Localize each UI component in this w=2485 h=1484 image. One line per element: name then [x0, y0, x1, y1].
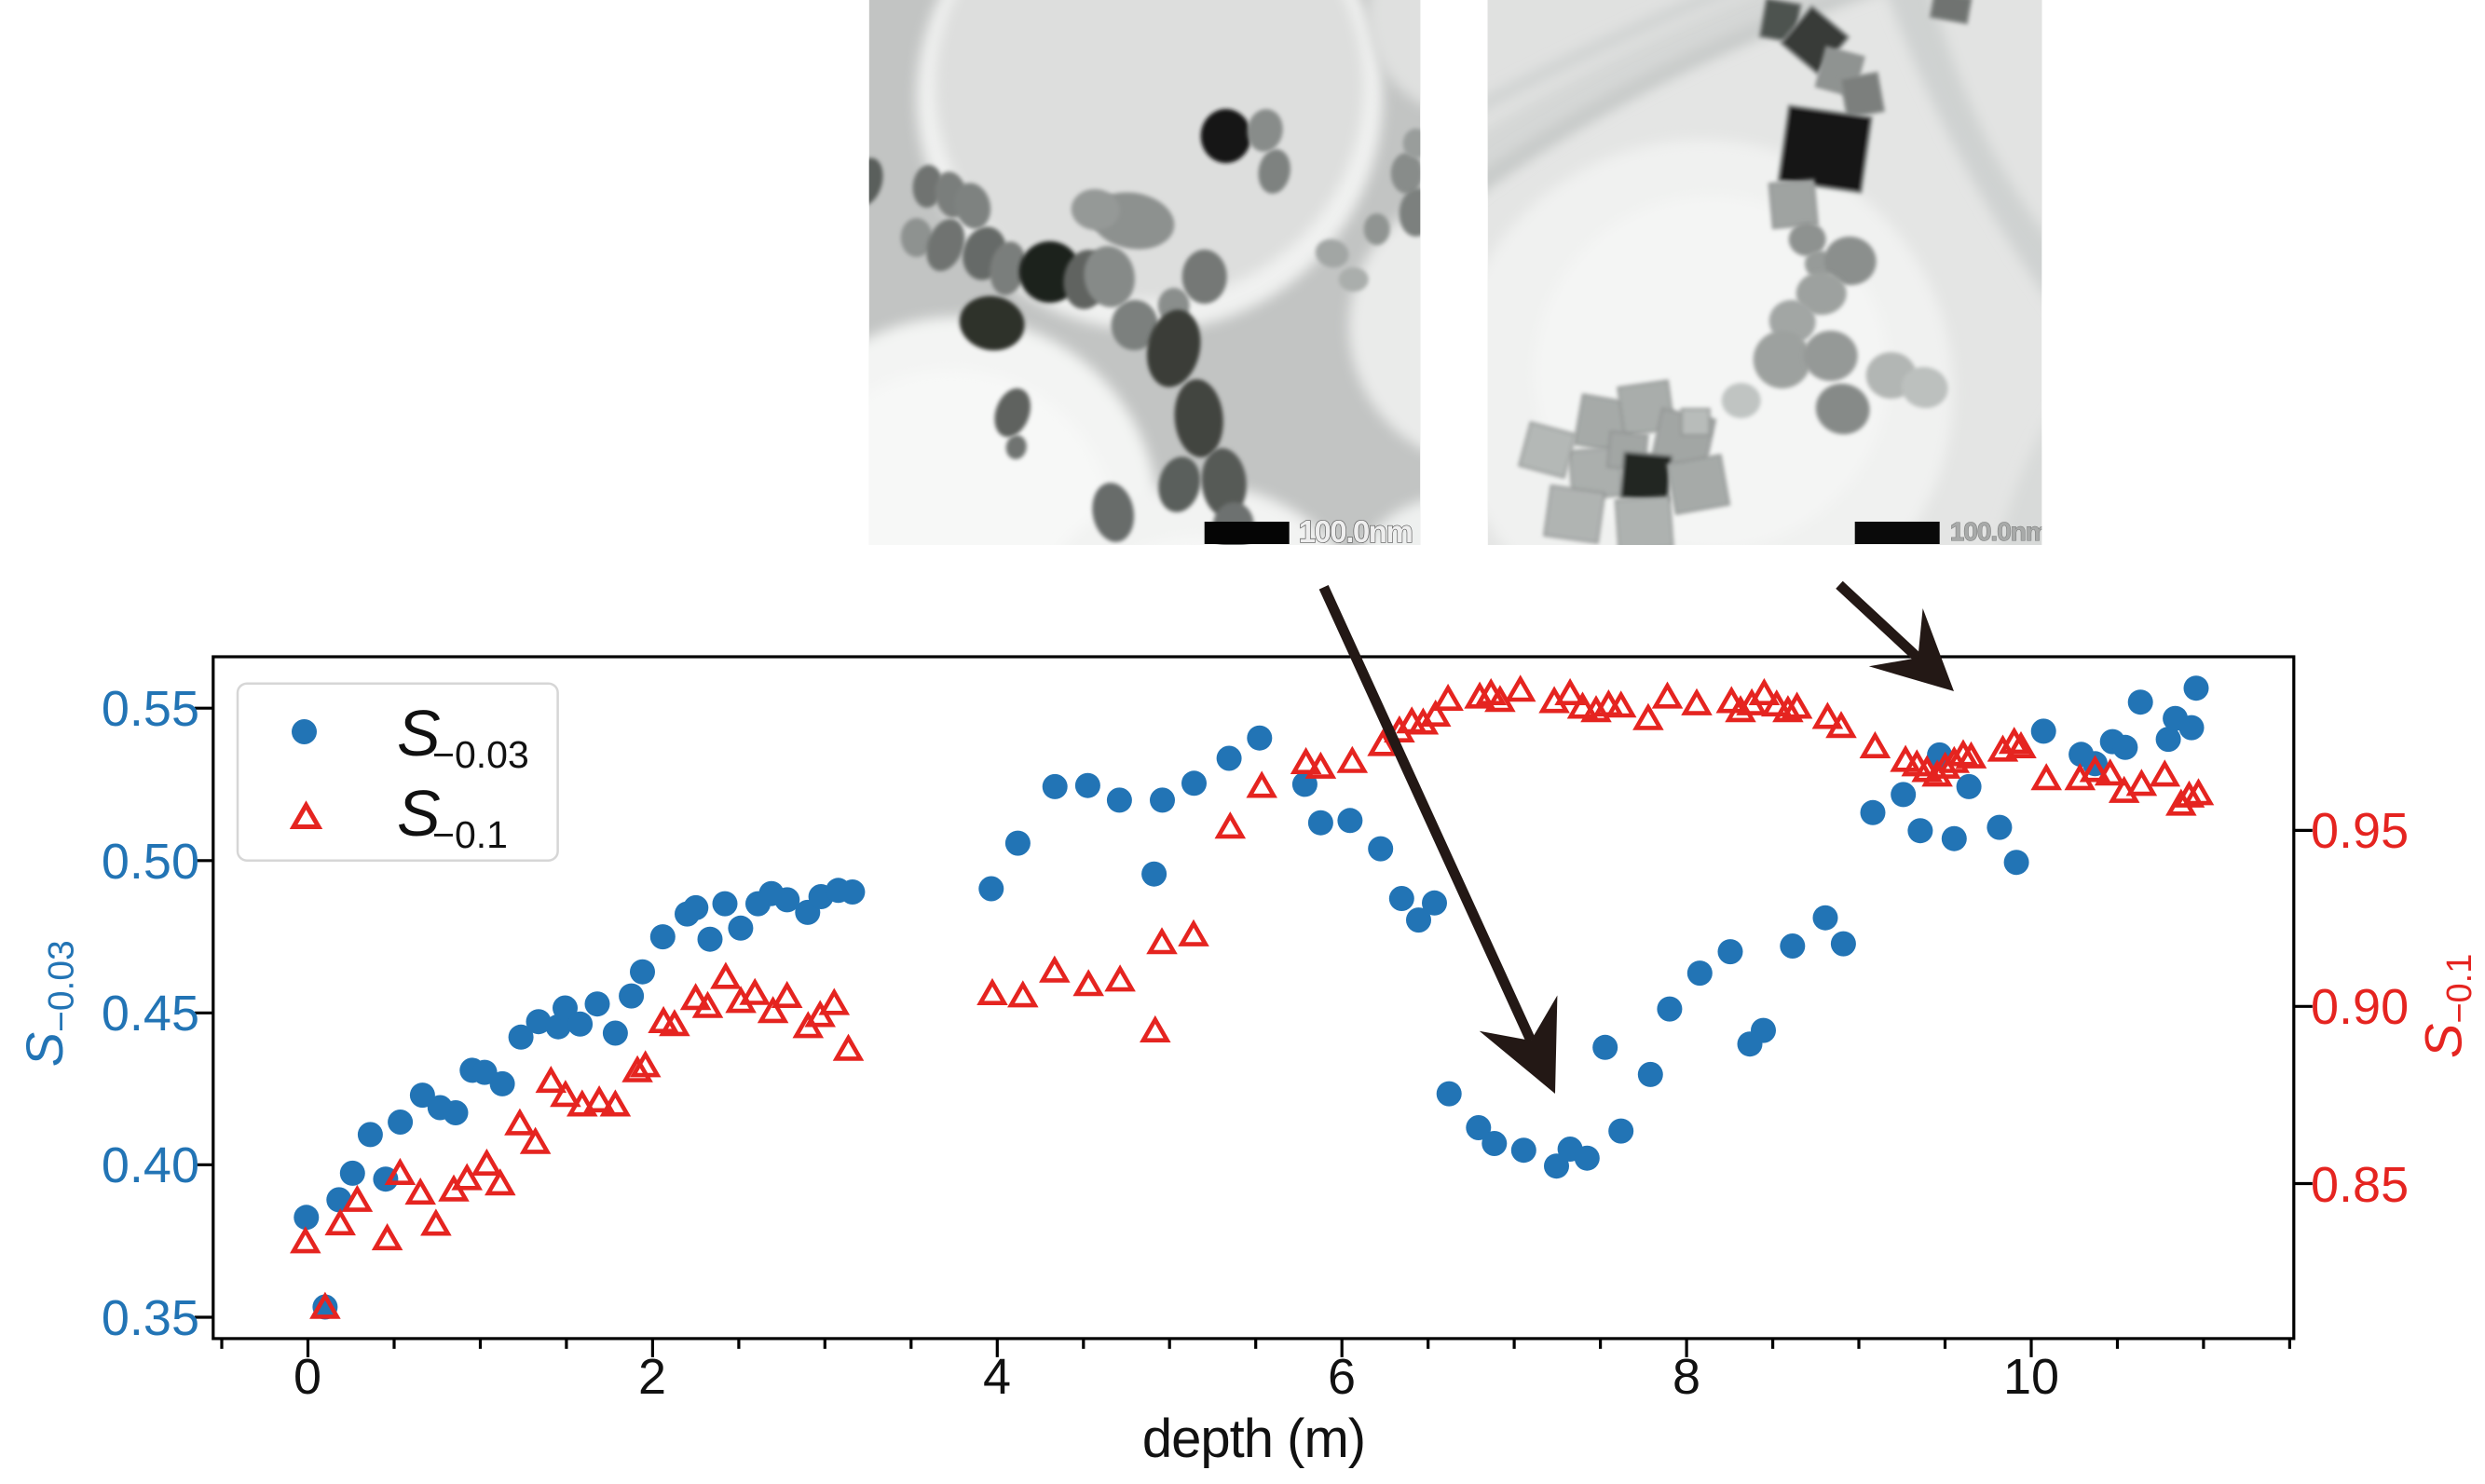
svg-text:0: 0	[294, 1349, 321, 1405]
svg-text:8: 8	[1673, 1349, 1700, 1405]
svg-text:0.35: 0.35	[102, 1290, 199, 1346]
svg-text:100.0nm: 100.0nm	[1299, 514, 1413, 549]
svg-text:0.50: 0.50	[102, 834, 199, 890]
svg-text:10: 10	[2003, 1349, 2059, 1405]
svg-text:4: 4	[983, 1349, 1011, 1405]
svg-text:100.0nm: 100.0nm	[1950, 517, 2048, 546]
svg-text:S: S	[397, 697, 441, 769]
svg-text:0.85: 0.85	[2311, 1157, 2409, 1213]
svg-text:S: S	[397, 777, 441, 850]
svg-text:−0.03: −0.03	[432, 733, 529, 776]
svg-text:−0.1: −0.1	[432, 813, 508, 856]
svg-text:0.55: 0.55	[102, 681, 199, 737]
svg-text:0.45: 0.45	[102, 986, 199, 1042]
svg-text:depth (m): depth (m)	[1142, 1409, 1365, 1469]
svg-text:0.90: 0.90	[2311, 979, 2409, 1035]
svg-text:6: 6	[1328, 1349, 1356, 1405]
svg-text:0.40: 0.40	[102, 1137, 199, 1193]
svg-text:2: 2	[638, 1349, 666, 1405]
svg-text:0.95: 0.95	[2311, 803, 2409, 859]
